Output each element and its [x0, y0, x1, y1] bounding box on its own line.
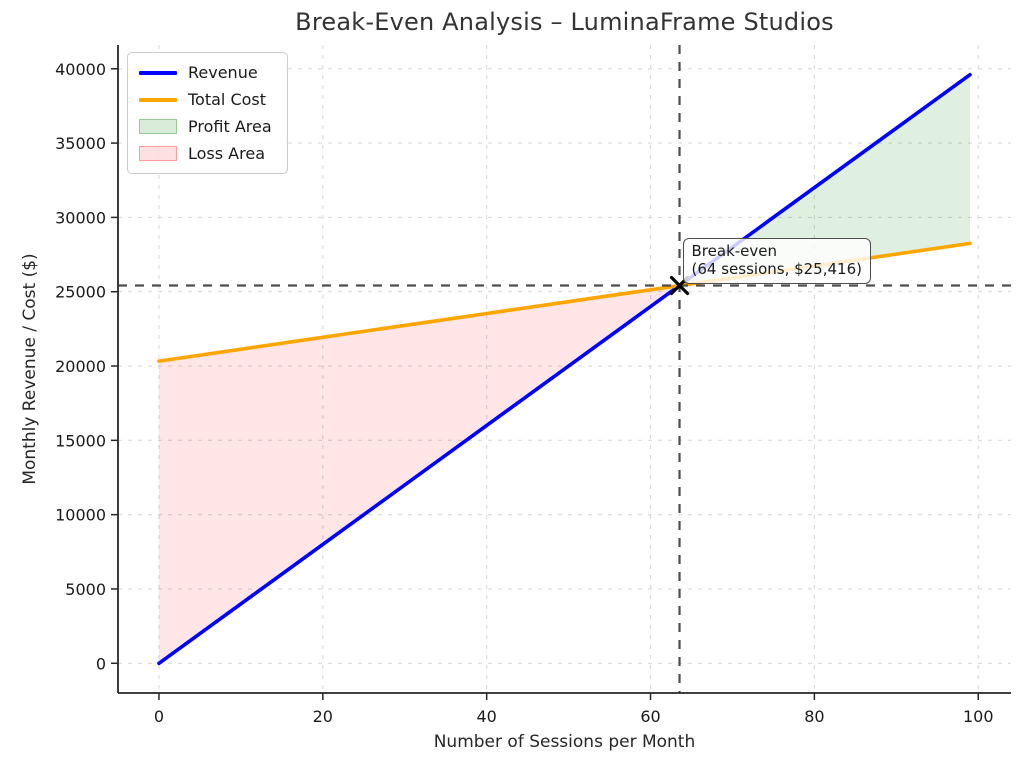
y-tick-label: 20000: [55, 357, 106, 376]
break-even-annotation: Break-even (64 sessions, $25,416): [682, 237, 871, 285]
chart-title: Break-Even Analysis – LuminaFrame Studio…: [295, 8, 834, 36]
total-cost-line-swatch: [139, 97, 177, 102]
legend-item-loss-area: Loss Area: [139, 143, 272, 164]
legend: Revenue Total Cost Profit Area Loss Area: [127, 52, 288, 174]
legend-label: Total Cost: [188, 90, 267, 109]
y-tick-label: 15000: [55, 431, 106, 450]
legend-label: Loss Area: [188, 144, 265, 163]
y-tick-label: 40000: [55, 60, 106, 79]
y-tick-label: 25000: [55, 283, 106, 302]
legend-item-revenue: Revenue: [139, 62, 272, 83]
break-even-annotation-value: (64 sessions, $25,416): [691, 260, 862, 279]
y-axis-label: Monthly Revenue / Cost ($): [20, 253, 40, 485]
legend-label: Revenue: [188, 63, 258, 82]
legend-item-profit-area: Profit Area: [139, 116, 272, 137]
loss-area-swatch: [139, 146, 177, 161]
profit-area-swatch: [139, 119, 177, 134]
revenue-line-swatch: [139, 70, 177, 75]
x-tick-label: 40: [476, 707, 496, 726]
y-tick-label: 35000: [55, 134, 106, 153]
revenue-line: [157, 72, 972, 666]
x-tick-label: 100: [963, 707, 994, 726]
legend-label: Profit Area: [188, 117, 272, 136]
legend-item-total-cost: Total Cost: [139, 89, 272, 110]
x-axis-label: Number of Sessions per Month: [433, 732, 696, 752]
y-tick-label: 5000: [65, 580, 106, 599]
y-tick-label: 30000: [55, 208, 106, 227]
y-tick-label: 10000: [55, 506, 106, 525]
break-even-annotation-title: Break-even: [691, 241, 778, 260]
x-tick-label: 0: [154, 707, 164, 726]
x-tick-label: 20: [313, 707, 333, 726]
x-tick-label: 60: [640, 707, 660, 726]
y-tick-label: 0: [96, 654, 106, 673]
x-tick-label: 80: [804, 707, 824, 726]
